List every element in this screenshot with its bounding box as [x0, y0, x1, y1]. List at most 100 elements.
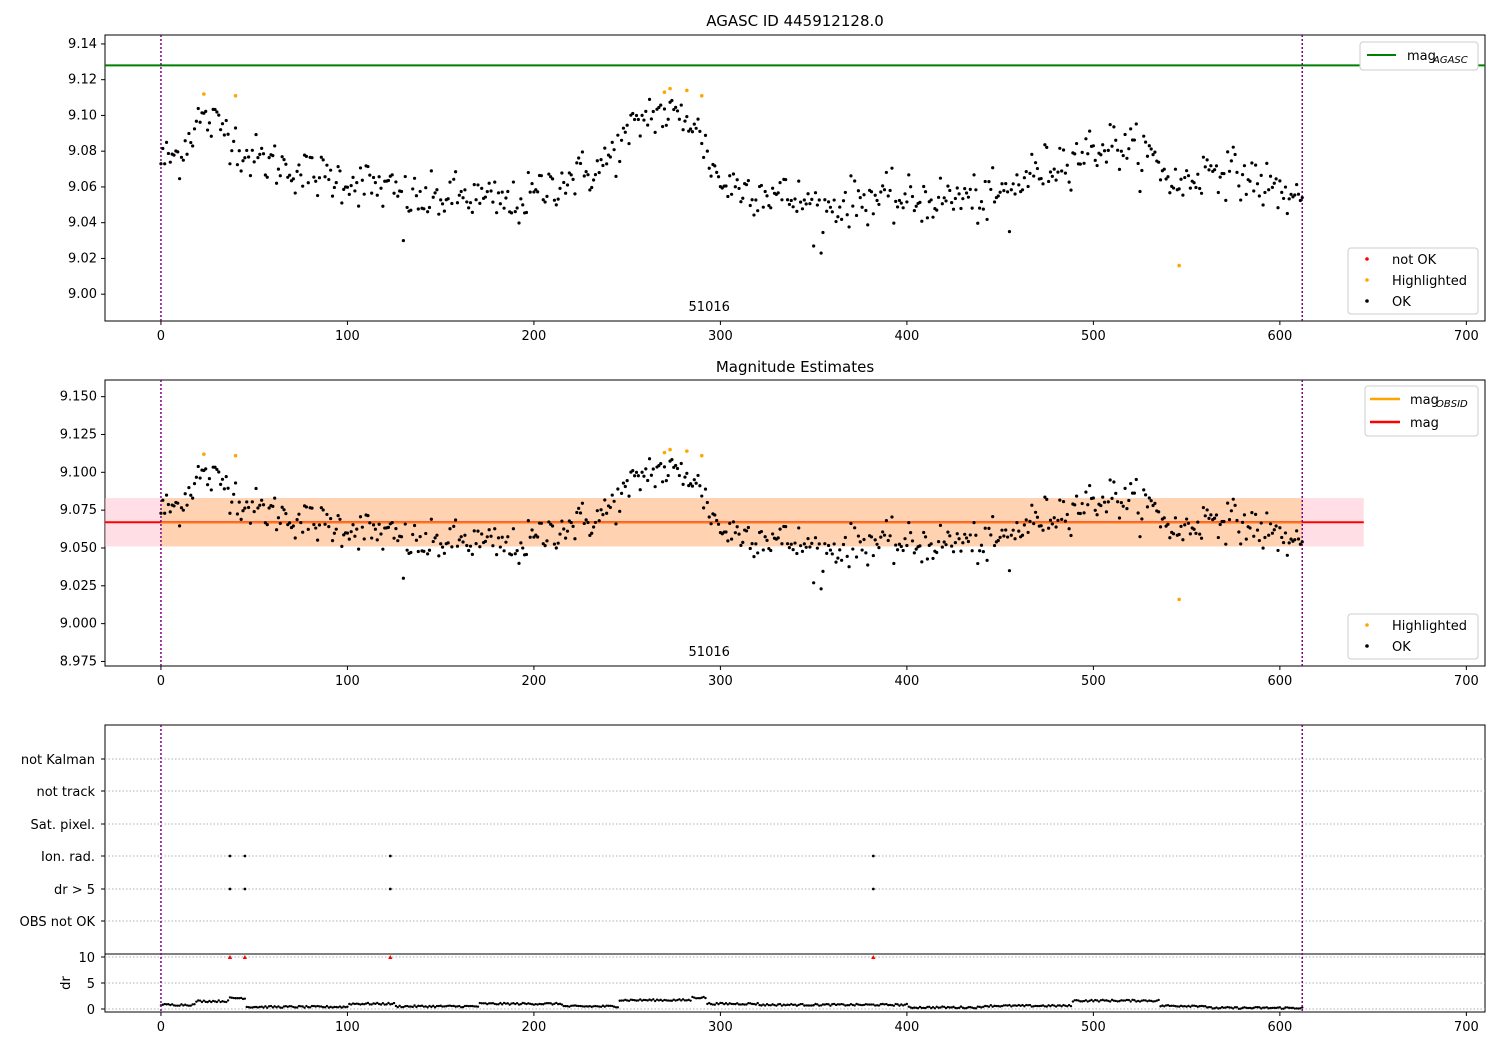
- dr-point: [819, 1004, 823, 1007]
- dr-point: [929, 1006, 933, 1010]
- ok-point: [204, 467, 208, 471]
- ok-point: [1248, 179, 1252, 183]
- flag-point: [871, 854, 875, 858]
- y-tick-label: 9.100: [60, 465, 97, 480]
- ok-point: [894, 199, 898, 203]
- ok-point: [1015, 520, 1019, 525]
- highlighted-point: [233, 93, 238, 98]
- dr-point: [469, 1004, 472, 1008]
- dr-point: [1211, 1007, 1214, 1010]
- dr-axis-label: dr: [59, 976, 74, 990]
- ok-point: [403, 174, 407, 179]
- ok-point: [784, 177, 788, 182]
- dr-point: [913, 1006, 916, 1009]
- y-tick-label: 9.000: [60, 617, 97, 632]
- ok-point: [1020, 188, 1025, 192]
- ok-point: [618, 159, 622, 164]
- dr-point: [1280, 1007, 1283, 1010]
- dr-point: [818, 1004, 821, 1007]
- dr-point: [1185, 1005, 1188, 1008]
- ok-point: [1233, 152, 1237, 157]
- ok-point: [776, 191, 780, 195]
- ok-point: [858, 196, 862, 200]
- dr-point: [1278, 1006, 1282, 1009]
- dr-point: [527, 1002, 530, 1005]
- dr-point: [269, 1004, 273, 1008]
- ok-point: [1171, 532, 1176, 536]
- ok-point: [634, 113, 639, 118]
- ok-point: [192, 127, 197, 131]
- dr-point: [325, 1004, 329, 1008]
- ok-point: [164, 140, 169, 144]
- ok-point: [435, 533, 439, 537]
- ok-point: [263, 173, 267, 177]
- ok-point: [177, 177, 182, 181]
- ok-point: [1239, 542, 1243, 546]
- ok-point: [1300, 540, 1304, 544]
- x-tick-label: 0: [157, 329, 165, 344]
- ok-point: [233, 481, 238, 485]
- y-tick-label: 9.06: [68, 180, 97, 195]
- ok-point: [728, 174, 732, 178]
- ok-point: [970, 549, 974, 553]
- ok-point: [235, 163, 240, 167]
- ok-point: [657, 464, 661, 468]
- ok-point: [683, 119, 687, 123]
- ok-point: [409, 208, 413, 212]
- dr-point: [1276, 1006, 1280, 1009]
- dr-point: [232, 996, 235, 1000]
- dr-point: [195, 1000, 198, 1003]
- ok-point: [1268, 522, 1273, 526]
- flag-label: dr > 5: [54, 883, 95, 898]
- ok-point: [1035, 166, 1040, 171]
- ok-point: [429, 169, 433, 173]
- dr-point: [489, 1002, 493, 1005]
- ok-point: [735, 178, 739, 182]
- ok-point: [1149, 499, 1153, 503]
- ok-point: [1218, 175, 1222, 179]
- ok-point: [959, 549, 963, 553]
- dr-point: [536, 1003, 539, 1006]
- dr-point: [1269, 1006, 1272, 1010]
- obsid-label: 51016: [689, 645, 730, 660]
- dr-point: [829, 1004, 832, 1007]
- ok-point: [970, 206, 974, 210]
- ok-point: [189, 493, 193, 497]
- ok-point: [243, 506, 247, 510]
- ok-point: [1276, 206, 1280, 210]
- ok-point: [754, 542, 758, 546]
- dr-point: [616, 1006, 620, 1009]
- dr-tick-label: 0: [87, 1003, 95, 1018]
- dr-point: [1051, 1003, 1054, 1007]
- dr-point: [1140, 999, 1144, 1002]
- ok-point: [176, 501, 180, 505]
- ok-point: [539, 521, 543, 525]
- ok-point: [728, 521, 732, 525]
- dr-point: [1045, 1005, 1048, 1008]
- dr-point: [963, 1007, 966, 1010]
- ok-point: [358, 166, 363, 170]
- ok-point: [314, 179, 318, 183]
- dr-point: [1023, 1005, 1026, 1008]
- ok-point: [616, 133, 620, 137]
- ok-point: [185, 152, 189, 156]
- ok-point: [282, 158, 286, 162]
- ok-point: [1147, 144, 1151, 148]
- ok-point: [1162, 167, 1166, 171]
- ok-point: [847, 565, 851, 569]
- ok-point: [1166, 175, 1170, 179]
- ok-point: [879, 535, 883, 539]
- dr-point: [717, 1002, 720, 1006]
- ok-point: [224, 474, 228, 479]
- dr-point: [1243, 1006, 1246, 1009]
- ok-point: [670, 98, 674, 103]
- dr-point: [286, 1005, 289, 1009]
- ok-point: [586, 173, 590, 177]
- dr-point: [823, 1003, 827, 1006]
- dr-point: [282, 1005, 286, 1008]
- ok-point: [163, 511, 167, 515]
- dr-point: [706, 1002, 709, 1006]
- ok-point: [776, 536, 780, 540]
- ok-point: [716, 175, 721, 179]
